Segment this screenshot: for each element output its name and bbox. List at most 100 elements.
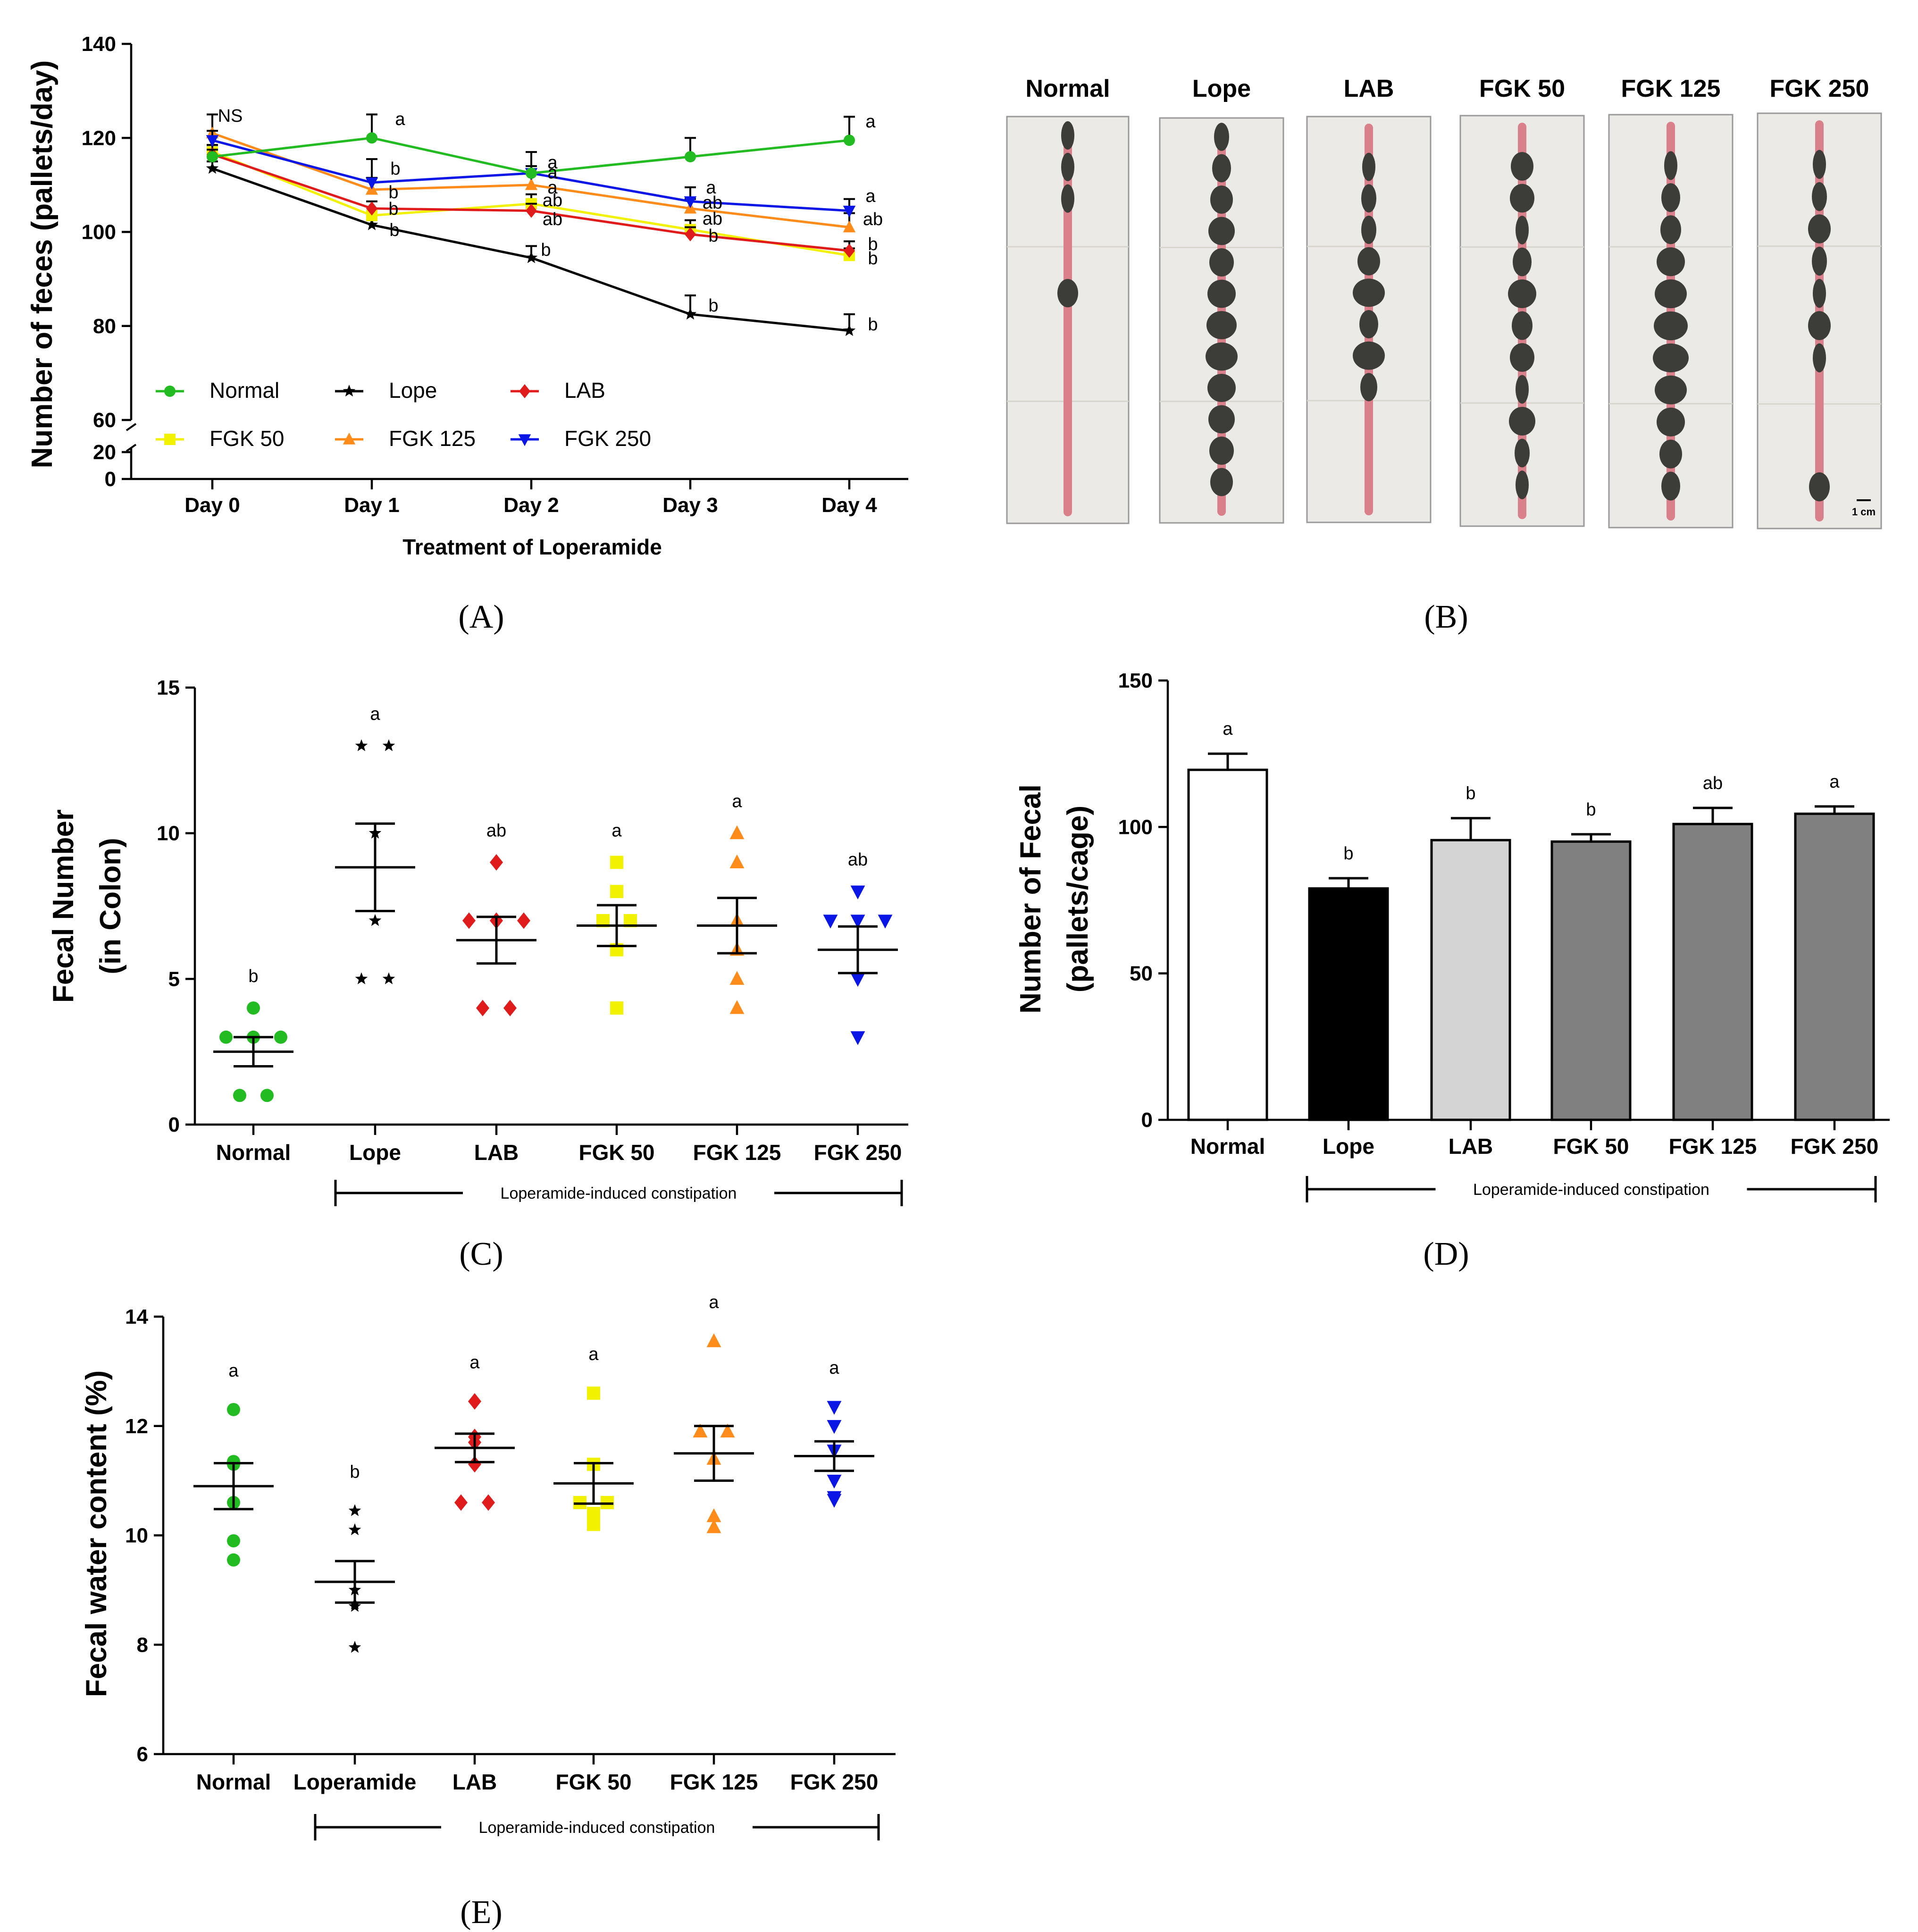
fecal-pellet xyxy=(1516,375,1529,404)
data-point xyxy=(206,162,219,174)
data-point xyxy=(850,973,865,987)
data-point xyxy=(844,134,855,146)
data-point xyxy=(610,856,623,869)
x-tick-label: FGK 250 xyxy=(1791,1134,1879,1159)
significance-letter: b xyxy=(708,226,718,246)
fecal-pellet xyxy=(1508,279,1536,308)
significance-letter: a xyxy=(829,1358,839,1378)
panel-b-photos: Normal Lope LAB FGK 50 FGK 125 FGK 250 1 cm xyxy=(1006,75,1882,529)
x-tick-label: FGK 50 xyxy=(1553,1134,1629,1159)
panel-label: (D) xyxy=(1423,1236,1469,1272)
bracket-label: Loperamide-induced constipation xyxy=(501,1184,737,1202)
scale-bar-label: 1 cm xyxy=(1852,506,1876,518)
fecal-pellet xyxy=(1655,375,1687,404)
y-tick-label: 10 xyxy=(157,822,180,845)
legend-swatch-marker xyxy=(343,432,356,445)
fecal-pellet xyxy=(1659,439,1682,469)
data-point xyxy=(355,972,368,984)
data-point xyxy=(219,1030,233,1044)
bracket-label: Loperamide-induced constipation xyxy=(479,1819,715,1837)
significance-letter: b xyxy=(248,966,258,986)
axis-break-mark xyxy=(126,444,137,452)
panel-label: (E) xyxy=(460,1894,502,1931)
data-point xyxy=(823,915,838,929)
data-point xyxy=(355,739,368,751)
x-tick-label: LAB xyxy=(474,1140,519,1165)
data-point xyxy=(850,885,865,899)
fecal-pellet xyxy=(1212,154,1231,183)
legend-swatch-marker xyxy=(164,386,176,397)
panel-c-scatter: 0 5 10 15 Normal b Lope a LAB ab FGK 50 a FGK 125 a FG… xyxy=(47,676,908,1206)
data-point xyxy=(706,1519,721,1533)
x-tick-label: LAB xyxy=(1449,1134,1493,1159)
data-point xyxy=(706,1508,721,1522)
fecal-pellet xyxy=(1208,405,1235,434)
photo-title: FGK 250 xyxy=(1770,75,1869,102)
panel-a-line-chart: 60 80 100 120 140 20 0 Day 0 Day 1 Day 2 Day 3 Day … xyxy=(26,33,908,559)
y-tick-label: 150 xyxy=(1118,669,1153,692)
bar xyxy=(1308,887,1389,1121)
significance-letter: a xyxy=(228,1361,239,1381)
fecal-pellet xyxy=(1812,182,1827,211)
panel-e-scatter: 6 8 10 12 14 Normal a Loperamide b LAB a FGK 50 a FGK… xyxy=(80,1293,896,1840)
significance-letter: ab xyxy=(543,191,562,210)
x-tick-label: Day 3 xyxy=(662,494,718,517)
significance-letter: a xyxy=(1223,719,1233,739)
photo-title: FGK 125 xyxy=(1621,75,1721,102)
fecal-pellet xyxy=(1359,310,1378,338)
bracket-label: Loperamide-induced constipation xyxy=(1473,1181,1709,1199)
y-tick-label: 60 xyxy=(93,409,116,432)
fecal-pellet xyxy=(1207,279,1236,308)
y-tick-label: 120 xyxy=(82,126,116,150)
data-point xyxy=(206,135,219,147)
data-point xyxy=(844,244,855,258)
data-point xyxy=(365,218,378,230)
significance-letter: b xyxy=(1586,800,1596,820)
data-point xyxy=(227,1553,240,1567)
fecal-pellet xyxy=(1057,279,1078,308)
fecal-pellet xyxy=(1210,468,1233,496)
significance-letter: b xyxy=(541,240,551,260)
data-point xyxy=(693,1423,708,1437)
y-tick-label: 5 xyxy=(168,967,180,991)
x-tick-label: FGK 125 xyxy=(670,1770,758,1794)
fecal-pellet xyxy=(1510,184,1534,213)
y-axis-title: (pallets/cage) xyxy=(1062,806,1094,992)
panel-label: (B) xyxy=(1424,599,1468,635)
data-point xyxy=(348,1523,361,1536)
significance-letter: a xyxy=(547,163,558,183)
significance-letter: ab xyxy=(703,193,722,213)
fecal-pellet xyxy=(1209,248,1234,277)
significance-letter: b xyxy=(1343,844,1353,864)
data-point xyxy=(843,324,856,336)
data-point xyxy=(247,1001,260,1015)
fecal-pellet xyxy=(1657,247,1685,277)
data-point xyxy=(827,1494,842,1508)
fecal-pellet xyxy=(1813,278,1826,308)
y-axis-title: Number of Fecal xyxy=(1014,784,1047,1014)
legend-label: FGK 125 xyxy=(389,426,476,451)
y-axis-title: (in Colon) xyxy=(94,838,127,974)
fecal-pellet xyxy=(1654,311,1688,341)
legend-swatch-marker xyxy=(518,434,531,446)
fecal-pellet xyxy=(1361,184,1376,213)
legend-swatch-marker xyxy=(519,384,530,398)
data-point xyxy=(366,201,377,216)
significance-letter: b xyxy=(868,315,878,335)
data-point xyxy=(729,854,745,868)
bar xyxy=(1550,840,1632,1121)
x-tick-label: FGK 250 xyxy=(814,1140,902,1165)
y-tick-label: 50 xyxy=(1130,962,1153,985)
y-tick-label: 0 xyxy=(105,468,116,491)
data-point xyxy=(517,912,530,929)
data-point xyxy=(684,196,697,209)
data-point xyxy=(729,971,745,985)
fecal-pellet xyxy=(1808,214,1831,244)
x-tick-label: Loperamide xyxy=(293,1770,417,1794)
data-point xyxy=(365,177,378,190)
significance-letter: b xyxy=(868,235,878,254)
data-point xyxy=(706,1333,721,1347)
x-tick-label: FGK 50 xyxy=(555,1770,631,1794)
fecal-pellet xyxy=(1813,150,1826,179)
